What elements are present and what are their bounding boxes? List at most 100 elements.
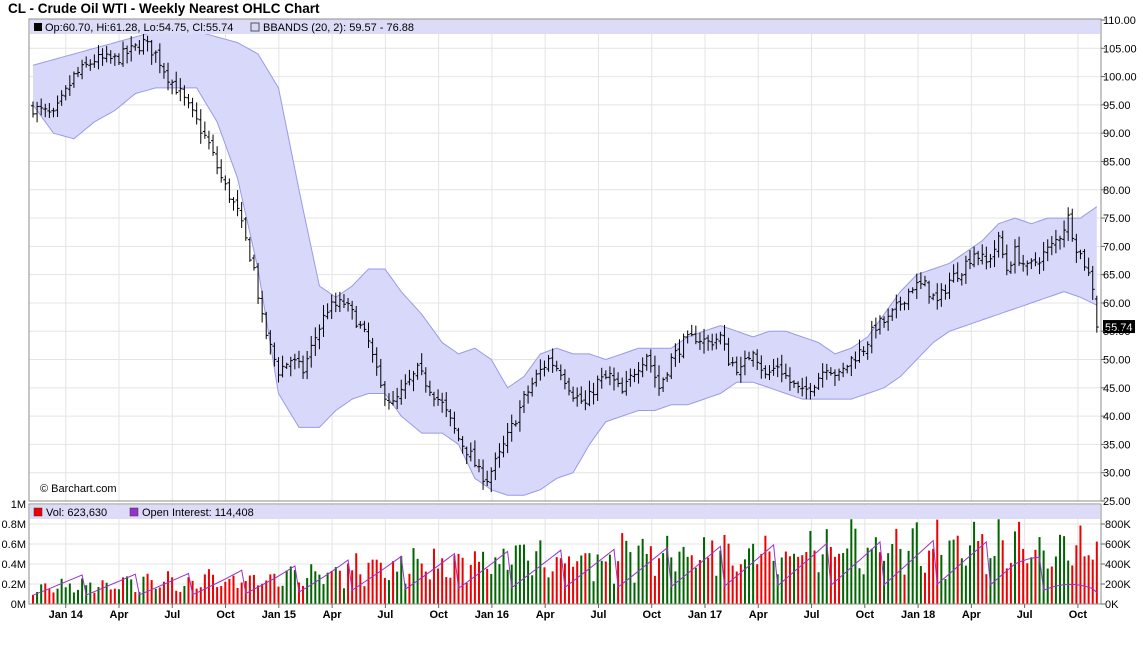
volume-bar	[461, 557, 464, 604]
time-tick-label: Oct	[216, 609, 235, 621]
ohlc-bar	[239, 201, 244, 228]
ohlc-bar	[423, 367, 428, 393]
ohlc-bar	[538, 359, 543, 381]
ohlc-legend-text: Op:60.70, Hi:61.28, Lo:54.75, Cl:55.74	[45, 22, 233, 34]
volume-bar	[977, 540, 980, 604]
ohlc-bar	[665, 372, 670, 382]
volume-bar	[555, 557, 558, 604]
volume-bar	[36, 591, 39, 604]
volume-bar	[334, 567, 337, 604]
ohlc-bar	[141, 31, 146, 55]
volume-bar	[522, 544, 525, 604]
volume-bar	[293, 570, 296, 604]
ohlc-bar	[628, 368, 633, 387]
volume-bar	[739, 564, 742, 604]
volume-bar	[134, 592, 137, 604]
ohlc-bar	[1012, 239, 1017, 274]
ohlc-bar	[1094, 295, 1099, 333]
ohlc-bar	[386, 393, 391, 410]
vol-legend-swatch	[33, 507, 43, 517]
volume-bar	[220, 586, 223, 604]
time-tick-label: Jul	[377, 609, 393, 621]
volume-bar	[404, 583, 407, 604]
volume-bar	[310, 564, 313, 604]
volume-bar	[518, 544, 521, 604]
ohlc-bar	[301, 355, 306, 379]
ohlc-bars	[31, 31, 1099, 493]
volume-bar	[854, 528, 857, 604]
time-tick-label: Jul	[1017, 609, 1033, 621]
ohlc-bar	[145, 35, 150, 52]
volume-bar	[81, 578, 84, 604]
ohlc-bar	[738, 356, 743, 383]
ohlc-bar	[706, 334, 711, 351]
volume-bar	[342, 588, 345, 604]
volume-bar	[580, 555, 583, 604]
ohlc-bar	[133, 43, 138, 51]
ohlc-bar	[579, 386, 584, 404]
volume-bar	[1034, 549, 1037, 604]
volume-bar	[269, 574, 272, 604]
ohlc-bar	[468, 442, 473, 462]
ohlc-bar	[31, 101, 35, 118]
volume-bar	[167, 571, 170, 604]
volume-bar	[878, 552, 881, 604]
ohlc-bar	[1086, 257, 1091, 277]
volume-bar	[932, 548, 935, 604]
ohlc-bar	[702, 328, 707, 354]
ohlc-bar	[1066, 207, 1071, 241]
price-tick-label: 40.00	[1103, 411, 1131, 423]
ohlc-bar	[170, 79, 175, 95]
ohlc-bar	[877, 315, 882, 335]
ohlc-bar	[280, 355, 285, 378]
ohlc-bar	[747, 351, 752, 361]
price-tick-label: 60.00	[1103, 298, 1131, 310]
volume-bar	[64, 587, 67, 604]
ohlc-bar	[55, 95, 60, 118]
ohlc-bar	[309, 336, 314, 368]
ohlc-bar	[599, 367, 604, 389]
volume-bar	[502, 548, 505, 604]
volume-bar	[338, 570, 341, 604]
volume-bar	[97, 587, 100, 604]
ohlc-bar	[161, 63, 166, 79]
volume-bar	[543, 567, 546, 604]
ohlc-bar	[1057, 235, 1062, 250]
volume-bar	[400, 556, 403, 604]
ohlc-bar	[1074, 233, 1079, 263]
ohlc-bar	[481, 459, 486, 490]
volume-bar	[960, 558, 963, 604]
ohlc-bar	[616, 372, 621, 388]
volume-bar	[895, 528, 898, 604]
volume-bar	[866, 547, 869, 604]
volume-bar	[801, 555, 804, 604]
ohlc-bar	[648, 349, 653, 373]
volume-bar	[649, 546, 652, 604]
volume-bar	[608, 554, 611, 604]
ohlc-bar	[890, 308, 895, 321]
ohlc-bar	[652, 355, 657, 388]
ohlc-bar	[726, 337, 731, 366]
volume-bar	[265, 580, 268, 604]
volume-bar	[326, 572, 329, 604]
ohlc-bar	[186, 93, 191, 109]
volume-bar	[1067, 560, 1070, 604]
volume-bar	[539, 540, 542, 604]
ohlc-bar	[63, 85, 68, 101]
ohlc-bar	[595, 375, 600, 401]
ohlc-bar	[669, 353, 674, 380]
time-tick-label: Jan 16	[475, 609, 509, 621]
volume-bar	[392, 561, 395, 604]
price-tick-label: 105.00	[1103, 43, 1137, 55]
ohlc-bar	[755, 349, 760, 371]
time-tick-label: Jul	[804, 609, 820, 621]
ohlc-bar	[71, 71, 76, 88]
volume-bar	[919, 566, 922, 604]
ohlc-bar	[121, 41, 126, 67]
ohlc-bar	[636, 362, 641, 384]
volume-bar	[195, 588, 198, 604]
ohlc-bar	[567, 377, 571, 396]
ohlc-bar	[243, 216, 248, 241]
ohlc-bar	[1029, 258, 1034, 270]
volume-bar	[698, 560, 701, 604]
